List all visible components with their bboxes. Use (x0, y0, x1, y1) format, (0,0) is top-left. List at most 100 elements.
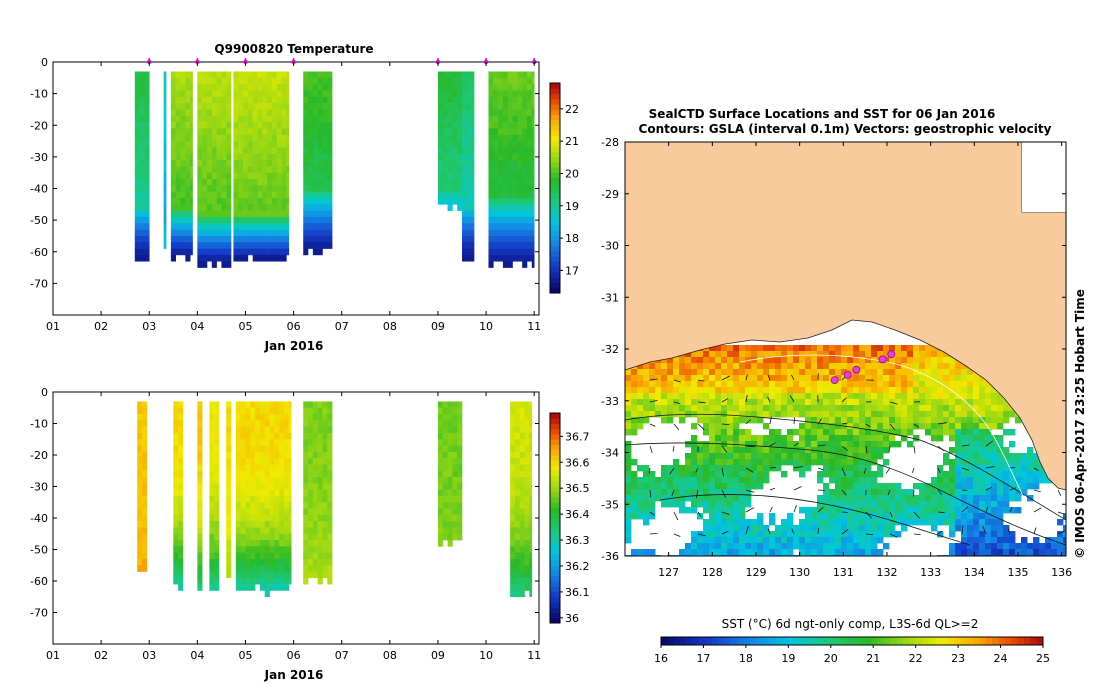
sst-pixel (637, 477, 644, 484)
sst-pixel (1003, 453, 1010, 460)
data-cell (498, 197, 504, 205)
sst-pixel (883, 351, 890, 358)
data-cell (283, 508, 290, 516)
data-cell (279, 514, 285, 522)
sst-pixel (937, 519, 944, 526)
sst-pixel (775, 345, 782, 352)
sst-pixel (811, 405, 818, 412)
data-cell (134, 179, 140, 186)
data-cell (238, 229, 244, 237)
sst-pixel (763, 345, 770, 352)
data-cell (274, 558, 280, 566)
data-cell (308, 115, 314, 123)
sst-pixel (673, 483, 680, 490)
data-cell (308, 508, 314, 516)
data-cell (269, 470, 275, 478)
data-cell (211, 261, 217, 268)
sst-pixel (715, 351, 722, 358)
sst-pixel (775, 435, 782, 442)
data-cell (185, 254, 191, 262)
data-cell (519, 552, 525, 560)
data-cell (457, 439, 463, 446)
data-cell (457, 464, 463, 472)
sst-pixel (1009, 549, 1016, 556)
sst-pixel (703, 477, 710, 484)
data-cell (209, 571, 215, 579)
data-cell (442, 420, 448, 427)
data-cell (514, 445, 521, 453)
data-cell (457, 445, 463, 453)
data-cell (226, 115, 232, 123)
data-cell (163, 172, 167, 180)
sst-pixel (973, 381, 980, 388)
sst-pixel (871, 399, 878, 406)
sst-pixel (1051, 537, 1058, 544)
sst-pixel (817, 447, 824, 454)
data-cell (466, 223, 472, 230)
data-cell (281, 147, 287, 155)
velocity-vector (721, 397, 729, 403)
colorbar-segment (550, 470, 560, 477)
sst-pixel (961, 489, 968, 496)
sst-pixel (835, 459, 842, 466)
data-cell (259, 584, 266, 591)
data-cell (255, 571, 261, 579)
sst-pixel (817, 549, 824, 556)
data-cell (175, 191, 181, 199)
data-cell (238, 191, 244, 199)
data-cell (245, 540, 251, 547)
data-cell (312, 495, 318, 503)
data-cell (202, 90, 208, 98)
sst-pixel (997, 399, 1004, 406)
data-cell (308, 464, 314, 472)
data-cell (243, 179, 249, 186)
data-cell (238, 242, 244, 249)
sst-pixel (637, 369, 644, 376)
data-cell (142, 445, 148, 453)
data-cell (206, 103, 213, 110)
data-cell (462, 229, 468, 237)
sst-pixel (799, 435, 806, 442)
sst-pixel (859, 549, 866, 556)
sst-pixel (637, 375, 644, 382)
sst-pixel (787, 459, 794, 466)
data-cell (502, 160, 509, 167)
data-cell (276, 160, 282, 167)
data-cell (529, 489, 533, 497)
data-cell (442, 533, 448, 541)
data-cell (437, 172, 444, 180)
data-cell (211, 147, 217, 155)
sst-pixel (697, 495, 704, 502)
sst-pixel (757, 519, 764, 526)
sst-pixel (685, 375, 692, 382)
data-cell (262, 84, 268, 91)
sst-pixel (727, 501, 734, 508)
data-cell (269, 420, 275, 427)
data-cell (175, 216, 181, 224)
data-cell (259, 458, 266, 465)
colorbar-segment (550, 497, 560, 503)
data-cell (493, 179, 499, 186)
data-cell (466, 153, 472, 161)
sst-pixel (649, 399, 656, 406)
data-cell (327, 540, 333, 547)
sst-pixel (793, 375, 800, 382)
data-cell (214, 451, 220, 459)
sst-pixel (799, 411, 806, 418)
sst-pixel (871, 351, 878, 358)
data-cell (442, 96, 448, 104)
sst-pixel (841, 549, 848, 556)
data-cell (240, 571, 246, 579)
sst-pixel (847, 531, 854, 538)
sst-pixel (919, 417, 926, 424)
data-cell (173, 540, 179, 547)
sst-pixel (901, 495, 908, 502)
sst-pixel (979, 465, 986, 472)
data-cell (466, 128, 472, 136)
data-cell (437, 115, 444, 123)
sst-pixel (811, 513, 818, 520)
sst-pixel (769, 363, 776, 370)
sst-pixel (817, 357, 824, 364)
data-cell (457, 179, 463, 186)
data-cell (303, 439, 309, 446)
